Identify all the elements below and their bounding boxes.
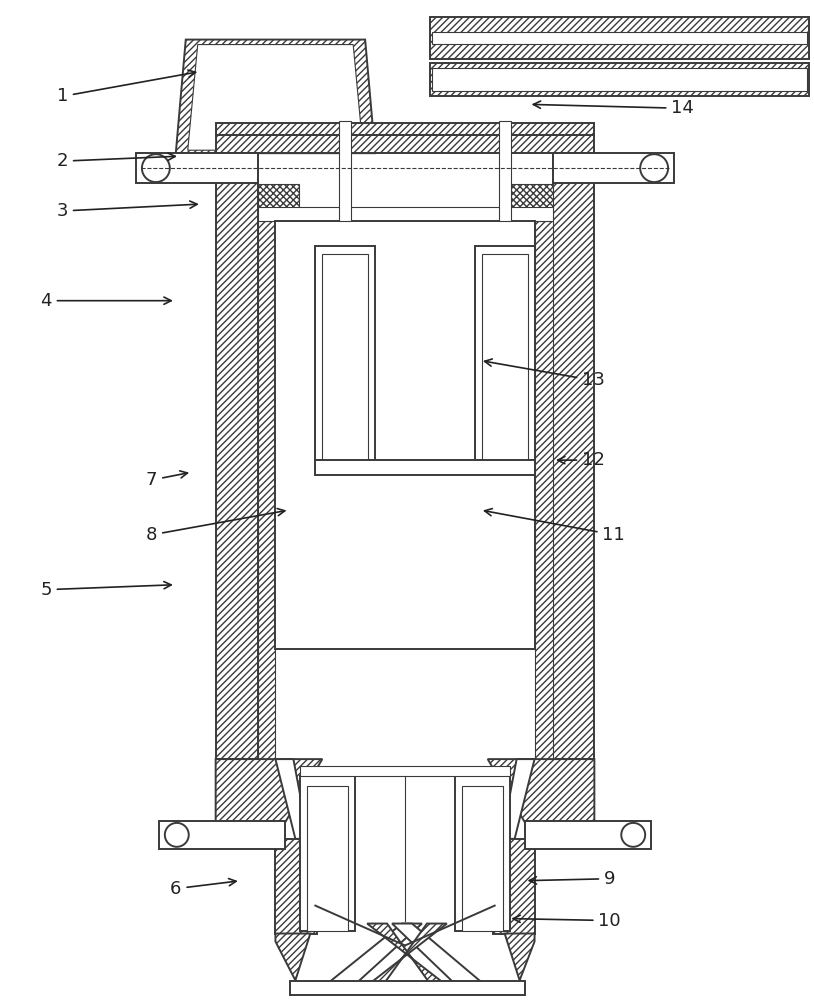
Text: 9: 9 <box>529 870 615 888</box>
Bar <box>553 153 594 759</box>
Bar <box>216 135 594 153</box>
Bar <box>275 839 317 934</box>
Bar <box>475 246 535 460</box>
Polygon shape <box>317 839 345 861</box>
Bar <box>257 221 275 759</box>
Text: 7: 7 <box>146 471 187 489</box>
Polygon shape <box>216 759 322 839</box>
Bar <box>216 123 594 135</box>
Bar <box>553 153 674 183</box>
Polygon shape <box>357 924 447 993</box>
Bar <box>455 776 510 931</box>
Circle shape <box>164 823 189 847</box>
Text: 5: 5 <box>40 581 171 599</box>
Bar <box>257 221 275 759</box>
Bar <box>510 184 553 219</box>
Bar <box>499 121 510 221</box>
Text: 4: 4 <box>40 292 171 310</box>
Bar <box>432 32 807 44</box>
Bar <box>524 821 651 849</box>
Bar <box>553 153 594 759</box>
Bar <box>216 153 257 759</box>
Polygon shape <box>315 924 422 993</box>
Polygon shape <box>188 45 363 150</box>
Text: 1: 1 <box>56 70 195 105</box>
Bar <box>300 776 355 931</box>
Bar <box>482 254 527 460</box>
Bar <box>430 63 808 96</box>
Bar <box>339 121 351 221</box>
Bar <box>275 221 535 649</box>
Bar <box>257 184 300 219</box>
Bar <box>257 184 300 219</box>
Polygon shape <box>367 924 457 993</box>
Circle shape <box>621 823 646 847</box>
Text: 6: 6 <box>170 879 236 898</box>
Bar <box>308 786 348 931</box>
Bar <box>136 153 257 183</box>
Bar <box>216 123 594 135</box>
Bar <box>492 839 535 934</box>
Text: 10: 10 <box>513 912 621 930</box>
Circle shape <box>640 154 668 182</box>
Circle shape <box>142 154 170 182</box>
Polygon shape <box>488 759 594 839</box>
Polygon shape <box>275 934 310 980</box>
Bar <box>216 135 594 153</box>
Polygon shape <box>176 40 375 153</box>
Text: 3: 3 <box>56 201 197 220</box>
Polygon shape <box>465 839 492 861</box>
Bar <box>535 221 553 759</box>
Text: 13: 13 <box>484 359 605 389</box>
Bar <box>465 839 492 854</box>
Text: 14: 14 <box>533 99 694 117</box>
Text: 8: 8 <box>146 509 285 544</box>
Bar <box>462 786 503 931</box>
Text: 12: 12 <box>558 451 605 469</box>
Text: 2: 2 <box>56 152 175 170</box>
Bar <box>315 246 375 460</box>
Bar <box>322 254 368 460</box>
Bar <box>430 17 808 59</box>
Bar <box>432 68 807 91</box>
Polygon shape <box>392 924 495 993</box>
Bar <box>430 63 808 96</box>
Text: 11: 11 <box>484 509 625 544</box>
Bar <box>257 207 553 221</box>
Bar <box>300 766 510 776</box>
Polygon shape <box>501 759 535 839</box>
Polygon shape <box>275 759 309 839</box>
Bar <box>216 153 257 759</box>
Polygon shape <box>505 934 535 980</box>
Bar <box>275 839 317 934</box>
Bar <box>159 821 286 849</box>
Bar <box>492 839 535 934</box>
Bar <box>317 839 345 854</box>
Bar <box>510 184 553 219</box>
Bar <box>535 221 553 759</box>
Bar <box>315 460 535 475</box>
Bar <box>430 17 808 59</box>
Bar <box>291 981 524 995</box>
